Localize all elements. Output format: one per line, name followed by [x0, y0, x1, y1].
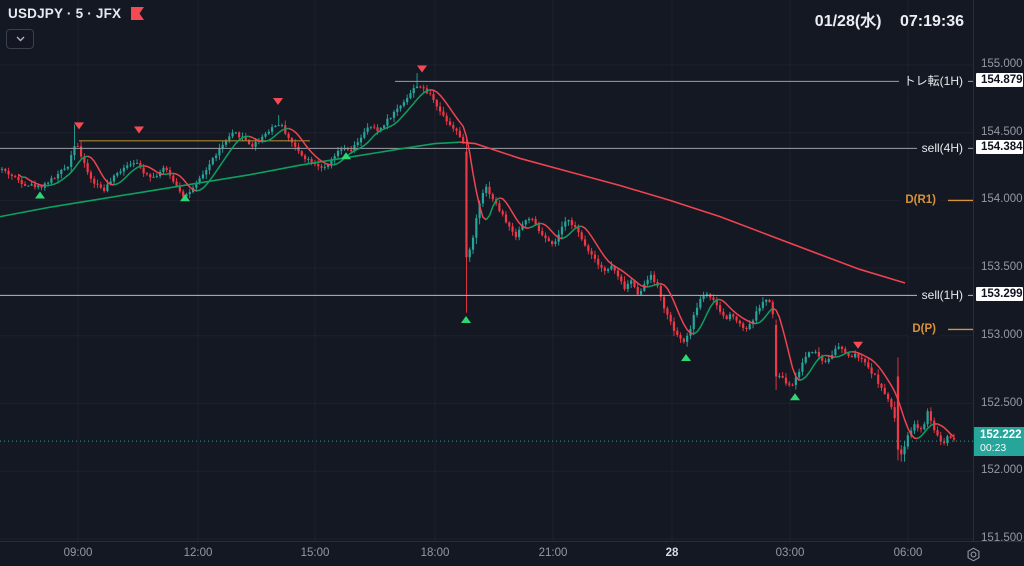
sell-signal-icon	[417, 65, 427, 73]
price-tick: 151.500	[981, 531, 1023, 544]
current-price-value: 152.222	[980, 429, 1022, 442]
expand-legend-button[interactable]	[6, 29, 34, 49]
price-tick: 155.000	[981, 58, 1023, 70]
time-tick: 12:00	[183, 547, 213, 559]
level-label-sell(4H)[interactable]: sell(4H)	[916, 140, 968, 157]
buy-signal-icon	[681, 353, 691, 361]
signal-markers	[35, 65, 863, 401]
buy-signal-icon	[461, 316, 471, 324]
pivot-label-D(R1)[interactable]: D(R1)	[901, 193, 940, 208]
time-tick: 09:00	[63, 547, 93, 559]
level-lines	[0, 80, 973, 331]
server-clock: 01/28(水) 07:19:36	[815, 7, 964, 31]
sell-signal-icon	[74, 122, 84, 130]
candles	[0, 73, 956, 462]
price-tick: 153.000	[981, 328, 1023, 341]
price-tick: 153.500	[981, 261, 1023, 274]
time-tick: 28	[665, 547, 679, 559]
price-tick: 154.000	[981, 193, 1023, 206]
level-label-sell(1H)[interactable]: sell(1H)	[916, 287, 968, 304]
price-tick: 152.000	[981, 464, 1023, 477]
price-axis[interactable]: 155.000 154.500 154.000 153.500 153.000 152.5…	[973, 0, 1024, 544]
ma-slow	[0, 141, 906, 284]
chart-canvas[interactable]	[0, 0, 1024, 541]
level-label-トレ転(1H)[interactable]: トレ転(1H)	[898, 73, 968, 90]
flag-icon[interactable]	[131, 7, 145, 20]
level-price-badge: 154.384	[976, 140, 1023, 155]
level-price-badge: 154.879	[976, 73, 1023, 88]
gridlines	[0, 0, 973, 541]
pivot-label-D(P)[interactable]: D(P)	[908, 322, 940, 337]
buy-signal-icon	[180, 194, 190, 202]
time-axis[interactable]: 09:00 12:00 15:00 18:00 21:00 28 03:00 06:00	[0, 541, 1024, 566]
time-tick: 06:00	[893, 547, 923, 559]
symbol-header: USDJPY · 5 · JFX	[8, 6, 145, 21]
buy-signal-icon	[35, 191, 45, 199]
price-tick: 154.500	[981, 125, 1023, 138]
sell-signal-icon	[853, 341, 863, 349]
time-tick: 21:00	[538, 547, 568, 559]
level-price-badge: 153.299	[976, 287, 1023, 302]
time-tick: 03:00	[775, 547, 805, 559]
ma-fast	[18, 89, 955, 440]
axis-settings-icon[interactable]	[965, 546, 982, 563]
sell-signal-icon	[134, 126, 144, 134]
chevron-down-icon	[16, 36, 25, 42]
price-tick: 152.500	[981, 396, 1023, 409]
symbol-title[interactable]: USDJPY · 5 · JFX	[8, 6, 122, 21]
time-tick: 15:00	[300, 547, 330, 559]
clock-date: 01/28(水)	[814, 13, 882, 30]
buy-signal-icon	[790, 393, 800, 401]
time-tick: 18:00	[420, 547, 450, 559]
clock-time: 07:19:36	[899, 13, 964, 30]
buy-signal-icon	[341, 152, 351, 160]
current-price-badge: 152.222 00:23	[974, 427, 1024, 457]
sell-signal-icon	[273, 98, 283, 106]
bar-countdown: 00:23	[980, 442, 1007, 455]
